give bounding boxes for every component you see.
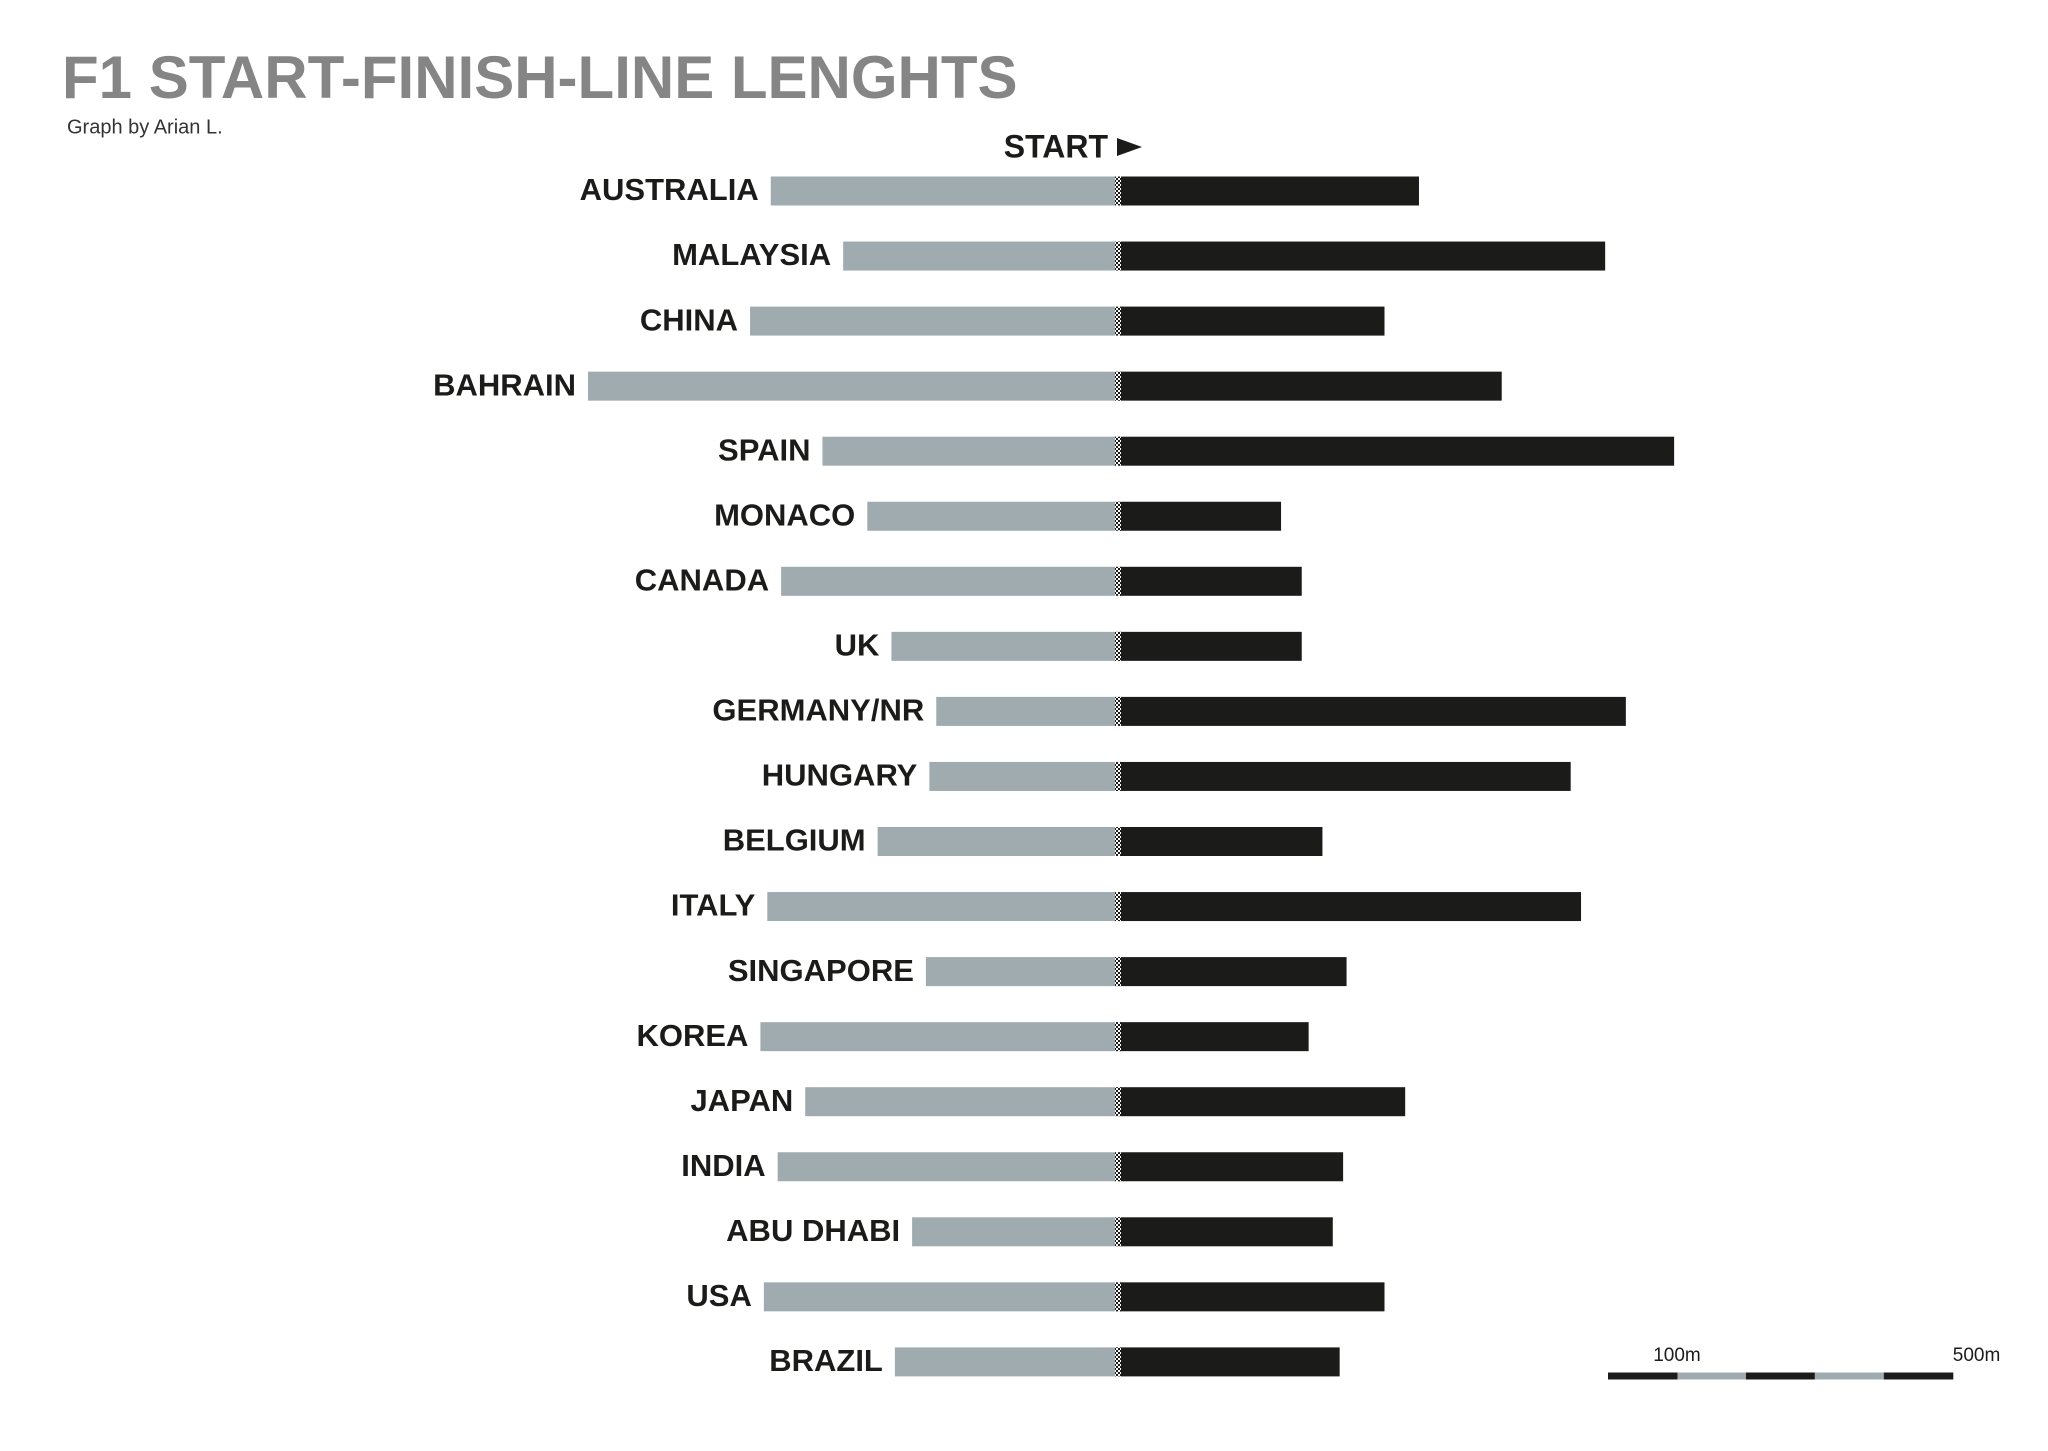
bar bbox=[877, 827, 1119, 856]
bar bbox=[763, 1282, 1119, 1312]
category-label: AUSTRALIA bbox=[580, 172, 759, 207]
bar bbox=[588, 371, 1119, 401]
bar bbox=[1119, 371, 1502, 401]
scale-label: 500m bbox=[1953, 1345, 2001, 1366]
bar bbox=[1119, 1282, 1385, 1312]
category-label: CHINA bbox=[640, 302, 738, 337]
category-label: HUNGARY bbox=[762, 758, 918, 793]
category-label: KOREA bbox=[636, 1018, 748, 1053]
bar bbox=[822, 436, 1119, 466]
category-label: CANADA bbox=[635, 562, 769, 597]
start-line bbox=[1115, 1217, 1121, 1247]
bar bbox=[1119, 761, 1571, 791]
bar bbox=[1119, 696, 1626, 726]
scale-segment bbox=[1814, 1372, 1884, 1380]
start-line bbox=[1115, 371, 1121, 401]
start-line bbox=[1115, 957, 1121, 987]
start-line bbox=[1115, 1282, 1121, 1312]
bar bbox=[1119, 957, 1347, 987]
start-line bbox=[1115, 1347, 1121, 1377]
start-line bbox=[1115, 176, 1121, 206]
category-label: SPAIN bbox=[718, 432, 810, 467]
start-line bbox=[1115, 892, 1121, 922]
bar bbox=[894, 1347, 1119, 1377]
start-line bbox=[1115, 827, 1121, 856]
bar bbox=[1119, 1217, 1333, 1247]
category-label: BELGIUM bbox=[723, 823, 866, 858]
bar bbox=[843, 241, 1119, 271]
bar bbox=[1119, 566, 1302, 596]
bar bbox=[936, 696, 1119, 726]
start-line bbox=[1115, 436, 1121, 466]
start-line bbox=[1115, 501, 1121, 531]
start-line bbox=[1115, 241, 1121, 271]
bar bbox=[1119, 631, 1302, 661]
start-line bbox=[1115, 761, 1121, 791]
bar bbox=[912, 1217, 1119, 1247]
bar bbox=[891, 631, 1119, 661]
category-label: UK bbox=[835, 628, 880, 663]
category-label: JAPAN bbox=[690, 1083, 793, 1118]
category-label: USA bbox=[686, 1278, 751, 1313]
category-label: BRAZIL bbox=[769, 1343, 883, 1378]
bar bbox=[1119, 241, 1606, 271]
bar bbox=[781, 566, 1119, 596]
category-label: GERMANY/NR bbox=[712, 693, 924, 728]
bar bbox=[867, 501, 1119, 531]
scale-segment bbox=[1745, 1372, 1815, 1380]
bar bbox=[925, 957, 1119, 987]
scale-segment bbox=[1883, 1372, 1953, 1380]
start-flag bbox=[1117, 138, 1142, 156]
start-line bbox=[1115, 566, 1121, 596]
start-line bbox=[1115, 306, 1121, 336]
category-label: SINGAPORE bbox=[728, 953, 914, 988]
category-label: BAHRAIN bbox=[433, 367, 576, 402]
bar bbox=[1119, 501, 1282, 531]
start-line bbox=[1115, 631, 1121, 661]
start-line bbox=[1115, 1152, 1121, 1182]
category-label: INDIA bbox=[681, 1148, 765, 1183]
start-annotation: START bbox=[1004, 128, 1109, 164]
bar bbox=[1119, 436, 1675, 466]
chart-subtitle: Graph by Arian L. bbox=[67, 116, 223, 138]
category-label: MONACO bbox=[714, 497, 855, 532]
bar bbox=[1119, 1347, 1340, 1377]
bar bbox=[760, 1022, 1119, 1052]
start-line bbox=[1115, 696, 1121, 726]
bar bbox=[767, 892, 1119, 922]
bar bbox=[750, 306, 1119, 336]
bar bbox=[1119, 892, 1582, 922]
category-label: ITALY bbox=[671, 888, 756, 923]
bar bbox=[777, 1152, 1119, 1182]
bar bbox=[1119, 176, 1419, 206]
bar bbox=[1119, 827, 1323, 856]
start-line bbox=[1115, 1022, 1121, 1052]
bar bbox=[1119, 1087, 1406, 1117]
category-label: ABU DHABI bbox=[726, 1213, 900, 1248]
bar bbox=[929, 761, 1119, 791]
chart-title: F1 START-FINISH-LINE LENGHTS bbox=[62, 44, 1018, 111]
scale-segment bbox=[1676, 1372, 1746, 1380]
bar bbox=[770, 176, 1119, 206]
bar bbox=[805, 1087, 1119, 1117]
bar bbox=[1119, 306, 1385, 336]
bar bbox=[1119, 1152, 1344, 1182]
scale-label: 100m bbox=[1653, 1345, 1701, 1366]
scale-segment bbox=[1608, 1372, 1677, 1380]
category-label: MALAYSIA bbox=[672, 237, 831, 272]
bar bbox=[1119, 1022, 1309, 1052]
start-line bbox=[1115, 1087, 1121, 1117]
